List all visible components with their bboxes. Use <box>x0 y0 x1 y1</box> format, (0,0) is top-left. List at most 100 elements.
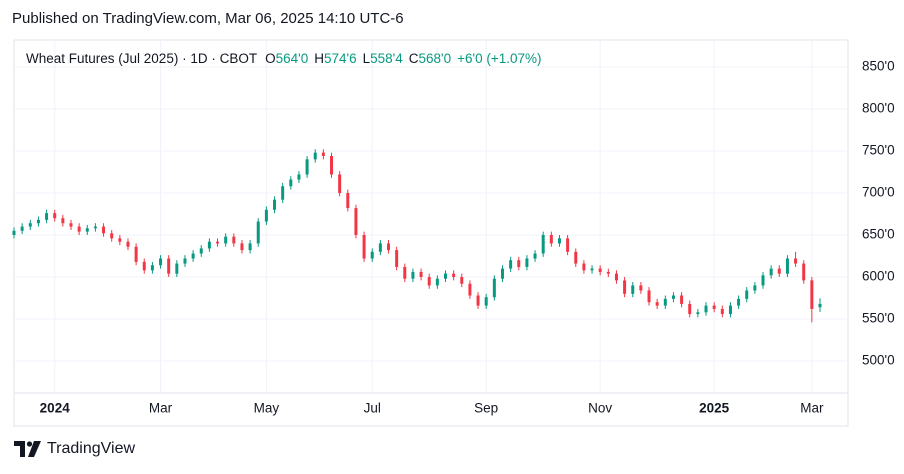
candle-body <box>590 268 594 271</box>
candle-body <box>745 290 749 299</box>
candle-body <box>614 273 618 281</box>
candle-body <box>525 258 529 267</box>
candle-body <box>403 266 407 279</box>
y-tick-label: 750'0 <box>862 143 895 158</box>
candle-body <box>802 263 806 281</box>
candle-body <box>53 213 57 219</box>
y-tick-label: 850'0 <box>862 58 895 73</box>
candle-body <box>663 298 667 306</box>
candle-body <box>443 273 447 279</box>
chart: 500'0 550'0 600'0 650'0 700'0 750'0 800'0 850'0… <box>12 39 895 427</box>
legend-change: +6'0 (+1.07%) <box>457 51 542 66</box>
x-tick-label: Nov <box>588 401 612 416</box>
x-tick-label: Mar <box>149 401 173 416</box>
candle-body <box>281 186 285 200</box>
candle-body <box>61 218 65 224</box>
candle-body <box>484 297 488 306</box>
candle-body <box>362 234 366 259</box>
candle-body <box>704 305 708 313</box>
candle-body <box>150 265 154 271</box>
y-tick-label: 650'0 <box>862 227 895 242</box>
chart-frame <box>13 39 849 427</box>
candle-body <box>460 277 464 284</box>
candle-body <box>28 223 32 227</box>
x-tick-label: Sep <box>474 401 498 416</box>
candle-body <box>224 236 228 244</box>
candle-body <box>183 258 187 264</box>
candle-body <box>102 226 106 234</box>
candle-body <box>549 234 553 244</box>
candle-body <box>20 226 24 231</box>
legend-label: L <box>362 51 371 66</box>
candle-body <box>69 223 73 227</box>
brand: TradingView <box>47 440 136 457</box>
candle-body <box>159 258 163 266</box>
candle-body <box>777 268 781 274</box>
candle-body <box>566 238 570 252</box>
y-tick-label: 700'0 <box>862 185 895 200</box>
candle-body <box>794 258 798 264</box>
candle-body <box>500 268 504 279</box>
candle-body <box>175 263 179 274</box>
candle-body <box>517 260 521 267</box>
x-tick-label: Jul <box>364 401 381 416</box>
candle-body <box>313 152 317 160</box>
logo <box>14 441 41 457</box>
candle-body <box>36 219 40 224</box>
candle-body <box>330 155 334 175</box>
candle-body <box>305 159 309 175</box>
x-tick-label: May <box>254 401 280 416</box>
candle-body <box>720 308 724 314</box>
candle-body <box>12 230 16 235</box>
candle-body <box>818 303 822 308</box>
candle-body <box>435 278 439 286</box>
candle-body <box>232 236 236 244</box>
candle-body <box>492 278 496 298</box>
candle-body <box>582 263 586 271</box>
candle-body <box>680 295 684 304</box>
candle-body <box>688 303 692 314</box>
candle-body <box>696 312 700 314</box>
candle-body <box>256 221 260 244</box>
candle-body <box>216 241 220 244</box>
candle-body <box>468 283 472 296</box>
y-tick-label: 600'0 <box>862 269 895 284</box>
x-tick-label: 2024 <box>40 401 71 416</box>
candle-body <box>134 246 138 262</box>
legend-value: 574'6 <box>323 51 357 66</box>
candle-body <box>167 258 171 274</box>
candle-body <box>77 226 81 232</box>
candle-body <box>240 243 244 251</box>
symbol: Wheat Futures (Jul 2025) · 1D · CBOT <box>26 51 258 66</box>
candle-body <box>273 199 277 210</box>
candle-body <box>452 273 456 278</box>
candle-body <box>395 250 399 267</box>
candle-body <box>639 285 643 291</box>
candle-body <box>509 260 513 269</box>
candle-body <box>346 192 350 209</box>
candle-body <box>655 302 659 306</box>
candle-body <box>671 295 675 299</box>
candle-body <box>45 213 49 220</box>
candle-body <box>753 285 757 291</box>
candle-body <box>476 295 480 306</box>
candle-body <box>737 298 741 306</box>
candle-body <box>427 277 431 286</box>
candle-body <box>354 208 358 235</box>
candle-body <box>387 243 391 251</box>
published-note: Published on TradingView.com, Mar 06, 20… <box>12 10 404 27</box>
candle-body <box>598 268 602 272</box>
candle-body <box>411 271 415 279</box>
y-tick-label: 800'0 <box>862 100 895 115</box>
x-tick-label: Mar <box>800 401 824 416</box>
candle-body <box>769 268 773 276</box>
candle-body <box>647 290 651 303</box>
candle-body <box>761 275 765 286</box>
candle-body <box>118 238 122 242</box>
candle-body <box>712 305 716 309</box>
candle-body <box>126 241 130 247</box>
candle-body <box>297 174 301 180</box>
candle-body <box>110 233 114 239</box>
candle-body <box>533 253 537 259</box>
